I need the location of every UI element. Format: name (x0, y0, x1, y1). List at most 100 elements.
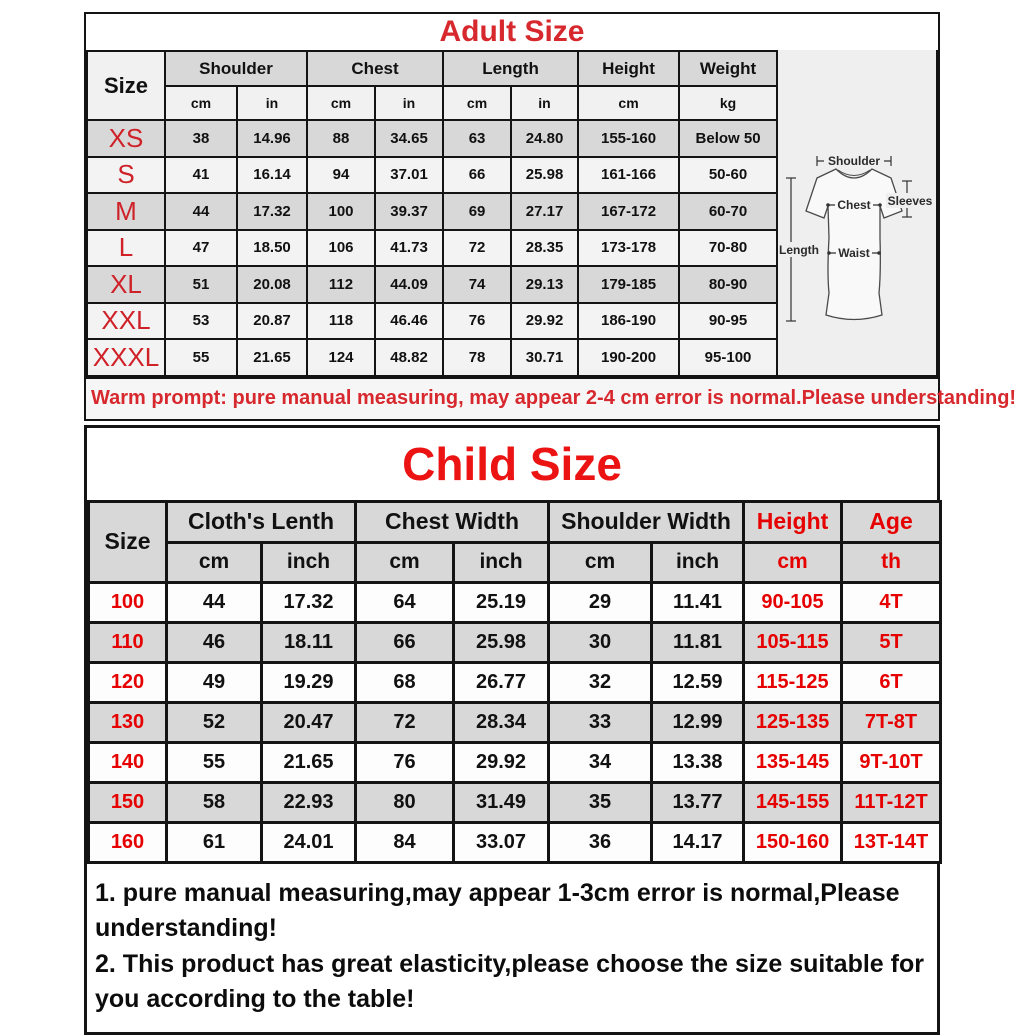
value-cell: 95-100 (678, 338, 779, 377)
value-cell: 30.71 (510, 338, 580, 377)
diagram-length-label: Length (779, 243, 819, 257)
table-row: 130 52 20.47 72 28.34 33 12.99 125-135 7T-8T (87, 700, 943, 744)
size-cell: S (86, 155, 166, 194)
value-cell: 179-185 (577, 265, 681, 304)
value-cell: 41.73 (374, 228, 445, 267)
value-cell: 124 (306, 338, 377, 377)
table-row: 120 49 19.29 68 26.77 32 12.59 115-125 6T (87, 660, 943, 704)
unit-header: cm (577, 85, 681, 121)
table-row: 100 44 17.32 64 25.19 29 11.41 90-105 4T (87, 580, 943, 624)
value-cell: 155-160 (577, 119, 681, 158)
value-cell: 112 (306, 265, 377, 304)
value-cell: 25.98 (452, 620, 551, 664)
table-row: XXXL 55 21.65 124 48.82 78 30.71 190-200 95-100 (86, 338, 779, 377)
unit-header: inch (452, 540, 551, 584)
value-cell: 33.07 (452, 820, 551, 864)
diagram-shoulder-label: Shoulder (828, 154, 880, 168)
column-header-weight: Weight (678, 50, 779, 87)
value-cell: 31.49 (452, 780, 551, 824)
table-row: XXL 53 20.87 118 46.46 76 29.92 186-190 90-95 (86, 301, 779, 340)
column-header-size: Size (86, 50, 166, 121)
value-cell: 5T (840, 620, 943, 664)
value-cell: 161-166 (577, 155, 681, 194)
adult-body-row: Size Shoulder Chest Length Height Weight… (86, 50, 938, 377)
child-size-table: Size Cloth's Lenth Chest Width Shoulder … (87, 499, 943, 864)
adult-size-table: Size Shoulder Chest Length Height Weight… (86, 50, 779, 377)
child-size-section: Child Size Size Cloth's Lenth Chest Widt… (84, 424, 943, 1035)
value-cell: 26.77 (452, 660, 551, 704)
value-cell: 14.96 (235, 119, 309, 158)
value-cell: 39.37 (374, 192, 445, 231)
value-cell: 46.46 (374, 301, 445, 340)
value-cell: 80-90 (678, 265, 779, 304)
value-cell: 70-80 (678, 228, 779, 267)
column-header-height: Height (742, 499, 844, 544)
value-cell: 64 (354, 580, 456, 624)
value-cell: 13T-14T (840, 820, 943, 864)
unit-header: in (374, 85, 445, 121)
value-cell: 12.99 (650, 700, 746, 744)
column-header-shoulder-width: Shoulder Width (547, 499, 746, 544)
column-header-height: Height (577, 50, 681, 87)
value-cell: 55 (165, 740, 263, 784)
value-cell: 36 (547, 820, 654, 864)
notes-block: 1. pure manual measuring,may appear 1-3c… (87, 863, 937, 1032)
value-cell: Below 50 (678, 119, 779, 158)
column-header-cloth-length: Cloth's Lenth (164, 499, 358, 544)
value-cell: 25.98 (510, 155, 580, 194)
value-cell: 66 (354, 620, 456, 664)
size-cell: 160 (87, 820, 168, 864)
value-cell: 84 (354, 820, 456, 864)
value-cell: 21.65 (259, 740, 358, 784)
value-cell: 24.01 (259, 820, 358, 864)
value-cell: 11T-12T (840, 780, 943, 824)
value-cell: 46 (165, 620, 263, 664)
value-cell: 74 (442, 265, 513, 304)
size-cell: L (86, 228, 166, 267)
table-row: XS 38 14.96 88 34.65 63 24.80 155-160 Below 50 (86, 119, 779, 158)
value-cell: 32 (547, 660, 654, 704)
value-cell: 11.41 (650, 580, 746, 624)
table-row: M 44 17.32 100 39.37 69 27.17 167-172 60-70 (86, 192, 779, 231)
value-cell: 20.08 (235, 265, 309, 304)
size-cell: XXXL (86, 338, 166, 377)
tshirt-diagram-panel: Shoulder Length Sleeves (778, 50, 938, 377)
adult-table-body: XS 38 14.96 88 34.65 63 24.80 155-160 Below 50 S 4… (86, 119, 779, 377)
value-cell: 29.13 (510, 265, 580, 304)
value-cell: 90-95 (678, 301, 779, 340)
value-cell: 78 (442, 338, 513, 377)
value-cell: 44.09 (374, 265, 445, 304)
value-cell: 118 (306, 301, 377, 340)
note-line-2: 2. This product has great elasticity,ple… (95, 949, 924, 1014)
value-cell: 69 (442, 192, 513, 231)
unit-header: cm (354, 540, 456, 584)
table-row: S 41 16.14 94 37.01 66 25.98 161-166 50-60 (86, 155, 779, 194)
table-row: 150 58 22.93 80 31.49 35 13.77 145-155 11T-12T (87, 780, 943, 824)
value-cell: 30 (547, 620, 654, 664)
value-cell: 13.38 (650, 740, 746, 784)
value-cell: 17.32 (235, 192, 309, 231)
value-cell: 58 (165, 780, 263, 824)
unit-header: in (235, 85, 309, 121)
value-cell: 34.65 (374, 119, 445, 158)
value-cell: 29 (547, 580, 654, 624)
size-cell: XXL (86, 301, 166, 340)
value-cell: 24.80 (510, 119, 580, 158)
value-cell: 18.50 (235, 228, 309, 267)
value-cell: 76 (442, 301, 513, 340)
unit-header: cm (547, 540, 654, 584)
value-cell: 16.14 (235, 155, 309, 194)
warm-prompt-bar: Warm prompt: pure manual measuring, may … (84, 378, 1016, 421)
value-cell: 173-178 (577, 228, 681, 267)
value-cell: 106 (306, 228, 377, 267)
value-cell: 37.01 (374, 155, 445, 194)
value-cell: 41 (164, 155, 238, 194)
column-header-length: Length (442, 50, 580, 87)
value-cell: 145-155 (742, 780, 844, 824)
note-line-1: 1. pure manual measuring,may appear 1-3c… (95, 878, 900, 943)
size-cell: 150 (87, 780, 168, 824)
child-size-title: Child Size (402, 437, 622, 490)
value-cell: 115-125 (742, 660, 844, 704)
value-cell: 48.82 (374, 338, 445, 377)
value-cell: 47 (164, 228, 238, 267)
